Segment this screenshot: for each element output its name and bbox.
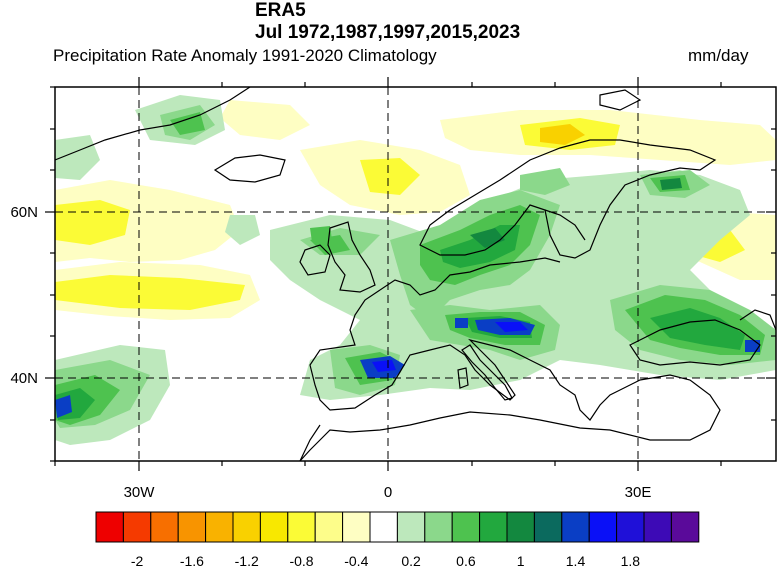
colorbar-swatch bbox=[342, 511, 371, 543]
colorbar-swatch bbox=[259, 511, 289, 543]
colorbar-swatch bbox=[287, 511, 316, 543]
colorbar-label: -1.6 bbox=[180, 553, 204, 569]
colorbar-label: 0.6 bbox=[456, 553, 476, 569]
wet-anomaly-blue-strong bbox=[372, 322, 528, 372]
colorbar-label: 1 bbox=[517, 553, 525, 569]
dry-anomaly-strong bbox=[540, 124, 585, 145]
colorbar-swatch bbox=[369, 511, 398, 543]
colorbar-swatch bbox=[451, 511, 481, 543]
colorbar-label: 1.4 bbox=[566, 553, 586, 569]
colorbar-swatch bbox=[177, 511, 207, 543]
colorbar-label: 1.8 bbox=[621, 553, 641, 569]
colorbar-swatch bbox=[506, 511, 535, 543]
colorbar-swatch bbox=[205, 511, 234, 543]
lat-label-40n: 40N bbox=[10, 370, 38, 387]
graticule bbox=[55, 87, 776, 461]
colorbar-label: -1.2 bbox=[235, 553, 259, 569]
colorbar-swatch bbox=[424, 511, 453, 543]
chart-title: ERA5 bbox=[255, 0, 306, 21]
colorbar-labels: -2 -1.6 -1.2 -0.8 -0.4 0.2 0.6 1 1.4 1.8 bbox=[131, 553, 640, 569]
lon-label-0: 0 bbox=[384, 484, 392, 501]
colorbar-swatch bbox=[95, 511, 124, 543]
colorbar-swatch bbox=[396, 511, 426, 543]
lat-label-60n: 60N bbox=[10, 204, 38, 221]
precipitation-field bbox=[55, 87, 776, 461]
lon-labels: 30W 0 30E bbox=[124, 484, 652, 501]
colorbar-swatch bbox=[561, 511, 590, 543]
colorbar-label: -0.8 bbox=[289, 553, 313, 569]
colorbar-swatch bbox=[670, 511, 700, 543]
colorbar-label: 0.2 bbox=[401, 553, 421, 569]
colorbar-swatch bbox=[314, 511, 344, 543]
colorbar-swatch bbox=[588, 511, 618, 543]
colorbar-swatch bbox=[150, 511, 179, 543]
lon-label-30w: 30W bbox=[124, 484, 156, 501]
lat-labels: 60N 40N bbox=[10, 204, 38, 387]
variable-label: Precipitation Rate Anomaly 1991-2020 Cli… bbox=[53, 46, 437, 65]
colorbar-swatch bbox=[479, 511, 508, 543]
colorbar-swatch bbox=[643, 511, 672, 543]
map-frame bbox=[54, 86, 777, 462]
colorbar-swatch bbox=[232, 511, 261, 543]
colorbar-swatch bbox=[616, 511, 645, 543]
units-label: mm/day bbox=[688, 46, 749, 65]
colorbar-label: -2 bbox=[131, 553, 144, 569]
chart-subtitle-dates: Jul 1972,1987,1997,2015,2023 bbox=[255, 22, 521, 43]
colorbar-label: -0.4 bbox=[344, 553, 368, 569]
lon-label-30e: 30E bbox=[625, 484, 652, 501]
axis-ticks bbox=[45, 77, 776, 471]
colorbar-swatch bbox=[533, 511, 563, 543]
colorbar bbox=[95, 511, 700, 543]
colorbar-swatch bbox=[122, 511, 152, 543]
